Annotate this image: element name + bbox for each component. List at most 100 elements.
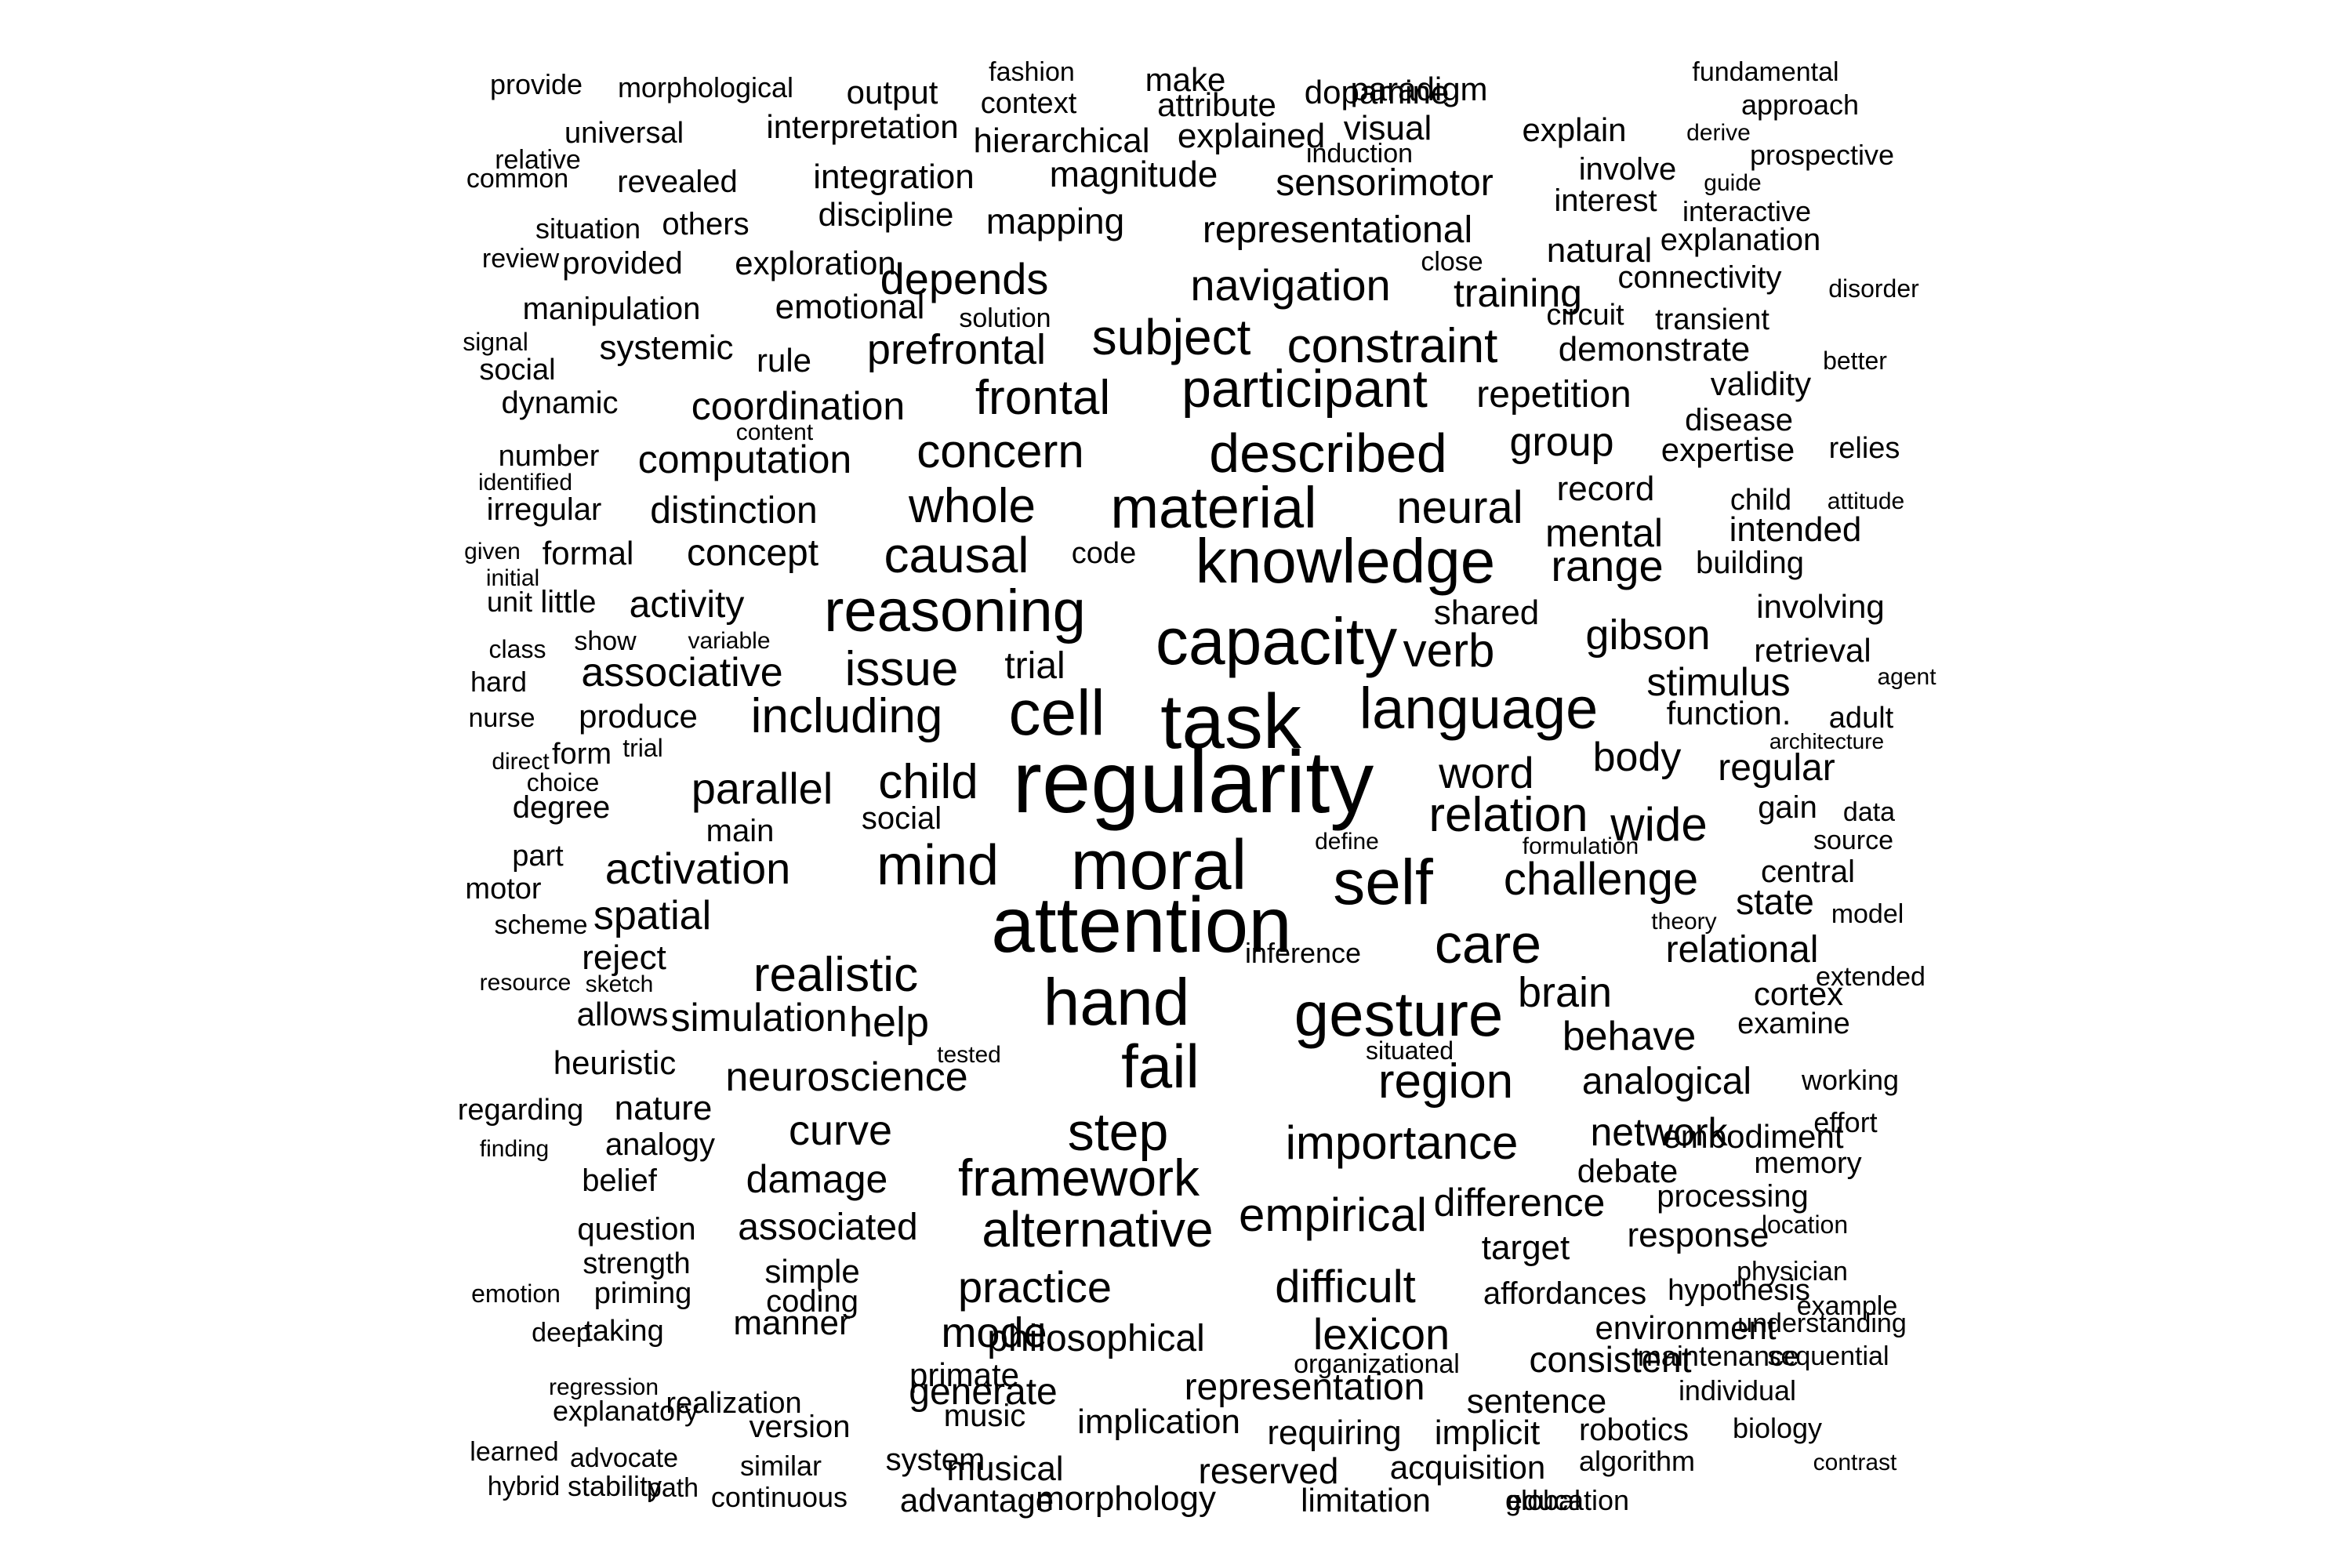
cloud-word: realistic (753, 948, 919, 1002)
cloud-word: record (1556, 470, 1655, 508)
cloud-word: simulation (670, 996, 848, 1040)
cloud-word: relative (495, 145, 581, 175)
cloud-word: associative (581, 650, 783, 695)
cloud-word: regular (1718, 747, 1835, 789)
cloud-word: hierarchical (973, 122, 1150, 160)
cloud-word: empirical (1238, 1189, 1428, 1241)
cloud-word: attitude (1827, 488, 1905, 514)
cloud-word: realization (666, 1387, 802, 1420)
cloud-word: make (1145, 61, 1226, 98)
cloud-word: wide (1610, 798, 1708, 851)
cloud-word: question (577, 1212, 696, 1247)
cloud-word: care (1434, 913, 1542, 975)
cloud-word: central (1760, 855, 1856, 889)
cloud-word: irregular (486, 492, 602, 527)
cloud-word: cell (1008, 677, 1105, 749)
cloud-word: taking (584, 1315, 664, 1348)
cloud-word: expertise (1661, 431, 1795, 468)
cloud-word: advantage (899, 1482, 1054, 1519)
cloud-word: hybrid (487, 1472, 561, 1501)
cloud-word: region (1377, 1054, 1514, 1109)
cloud-word: content (735, 419, 814, 445)
cloud-word: requiring (1267, 1414, 1402, 1452)
cloud-word: associated (738, 1207, 918, 1248)
cloud-word: concept (686, 532, 819, 574)
cloud-word: adult (1828, 702, 1894, 735)
cloud-word: better (1823, 347, 1887, 375)
cloud-word: systemic (599, 328, 734, 367)
cloud-word: regularity (1012, 733, 1374, 831)
cloud-word: provided (562, 246, 683, 281)
cloud-word: formulation (1522, 833, 1639, 859)
cloud-word: regarding (457, 1094, 584, 1127)
cloud-word: music (943, 1399, 1026, 1433)
cloud-word: number (498, 440, 600, 473)
cloud-word: common (466, 164, 569, 194)
cloud-word: relation (1428, 788, 1588, 842)
cloud-word: representation (1184, 1367, 1425, 1408)
cloud-word: dynamic (501, 386, 619, 420)
cloud-word: sequential (1767, 1341, 1889, 1371)
cloud-word: allows (576, 996, 669, 1033)
cloud-word: child (878, 755, 978, 809)
cloud-word: variable (688, 628, 771, 654)
cloud-word: help (848, 999, 930, 1046)
cloud-word: discipline (818, 196, 954, 233)
cloud-word: algorithm (1578, 1445, 1696, 1477)
cloud-word: manipulation (522, 292, 701, 326)
cloud-word: prefrontal (866, 326, 1047, 373)
cloud-word: shared (1433, 593, 1540, 632)
cloud-word: alternative (982, 1201, 1214, 1258)
cloud-word: mental (1544, 511, 1664, 555)
cloud-word: disease (1685, 403, 1793, 437)
cloud-word: embodiment (1662, 1118, 1844, 1155)
cloud-word: initial (485, 565, 540, 591)
cloud-word: global (1504, 1484, 1581, 1516)
cloud-word: dopamine (1304, 74, 1450, 111)
cloud-word: building (1696, 546, 1804, 580)
cloud-word: child (1730, 484, 1792, 517)
cloud-word: others (662, 207, 750, 241)
cloud-word: version (749, 1410, 851, 1444)
cloud-word: frontal (975, 371, 1111, 425)
cloud-word: reject (582, 938, 666, 977)
cloud-word: step (1067, 1102, 1169, 1162)
cloud-word: depends (880, 254, 1049, 303)
cloud-word: attention (991, 881, 1292, 969)
cloud-word: class (488, 635, 546, 663)
cloud-word: model (1831, 899, 1904, 929)
cloud-word: mapping (985, 201, 1125, 241)
cloud-word: motor (465, 873, 542, 906)
cloud-word: advocate (570, 1443, 678, 1473)
cloud-word: group (1509, 419, 1614, 465)
cloud-word: derive (1686, 120, 1751, 146)
cloud-word: involving (1756, 588, 1885, 625)
cloud-word: location (1761, 1210, 1849, 1239)
cloud-word: mind (876, 834, 1000, 897)
cloud-word: difference (1433, 1181, 1606, 1225)
cloud-word: exploration (735, 245, 896, 281)
cloud-word: choice (526, 768, 600, 797)
cloud-word: social (479, 354, 556, 387)
cloud-word: deep (532, 1318, 591, 1348)
cloud-word: morphology (1036, 1479, 1216, 1518)
cloud-word: produce (579, 698, 698, 735)
cloud-word: relational (1665, 929, 1819, 971)
cloud-word: nurse (468, 703, 535, 733)
cloud-word: affordances (1483, 1276, 1647, 1311)
cloud-word: word (1439, 748, 1534, 797)
cloud-word: theory (1651, 909, 1717, 935)
cloud-word: interactive (1682, 195, 1812, 227)
cloud-word: physician (1737, 1257, 1848, 1287)
cloud-word: morphological (617, 71, 794, 103)
cloud-word: part (512, 840, 564, 873)
cloud-word: trial (1004, 645, 1065, 687)
cloud-word: finding (479, 1136, 550, 1162)
cloud-word: lexicon (1312, 1309, 1450, 1359)
cloud-word: participant (1181, 359, 1428, 419)
cloud-word: reasoning (824, 578, 1086, 644)
cloud-word: path (646, 1473, 699, 1503)
cloud-word: verb (1403, 624, 1495, 677)
cloud-word: causal (884, 527, 1029, 583)
